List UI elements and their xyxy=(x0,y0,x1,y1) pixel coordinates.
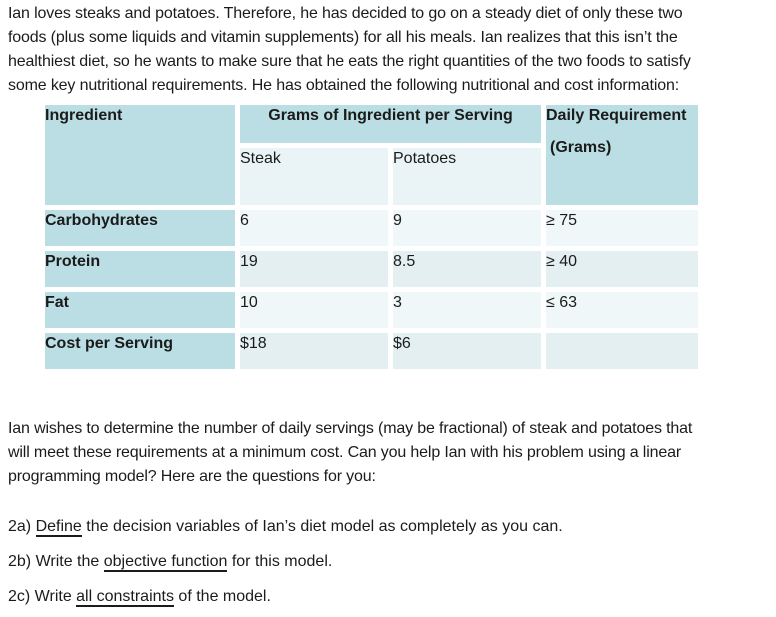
row-label: Fat xyxy=(45,292,235,328)
row-label: Carbohydrates xyxy=(45,210,235,246)
question-2b: 2b) Write the objective function for thi… xyxy=(8,550,776,574)
problem-paragraph: Ian wishes to determine the number of da… xyxy=(0,415,776,489)
intro-line: foods (plus some liquids and vitamin sup… xyxy=(8,29,678,46)
header-cell-daily-requirement: Daily Requirement (Grams) xyxy=(546,105,698,205)
potatoes-value: 8.5 xyxy=(393,251,541,287)
daily-requirement-unit: (Grams) xyxy=(550,139,612,156)
header-cell-ingredient: Ingredient xyxy=(45,105,235,205)
intro-paragraph: Ian loves steaks and potatoes. Therefore… xyxy=(0,0,776,98)
daily-requirement-label: Daily Requirement xyxy=(546,107,687,124)
requirement-value xyxy=(546,333,698,369)
steak-value: 6 xyxy=(240,210,388,246)
potatoes-value: 9 xyxy=(393,210,541,246)
table-row-fat: Fat 10 3 ≤ 63 xyxy=(45,292,698,328)
steak-value: 19 xyxy=(240,251,388,287)
table-row-cost-per-serving: Cost per Serving $18 $6 xyxy=(45,333,698,369)
question-prefix: 2a) xyxy=(8,518,36,535)
question-suffix: the decision variables of Ian’s diet mod… xyxy=(81,518,563,535)
question-underlined-term: objective function xyxy=(103,553,228,572)
question-2a: 2a) Define the decision variables of Ian… xyxy=(8,515,776,539)
requirement-value: ≥ 40 xyxy=(546,251,698,287)
table-row-carbohydrates: Carbohydrates 6 9 ≥ 75 xyxy=(45,210,698,246)
table-row-protein: Protein 19 8.5 ≥ 40 xyxy=(45,251,698,287)
question-underlined-term: Define xyxy=(35,518,82,537)
problem-line: programming model? Here are the question… xyxy=(8,468,376,485)
potatoes-value: $6 xyxy=(393,333,541,369)
problem-line: Ian wishes to determine the number of da… xyxy=(8,420,693,437)
intro-line: some key nutritional requirements. He ha… xyxy=(8,77,680,94)
problem-line: will meet these requirements at a minimu… xyxy=(8,444,682,461)
question-prefix: 2b) Write the xyxy=(8,553,104,570)
nutrition-cost-table: Ingredient Grams of Ingredient per Servi… xyxy=(40,100,703,374)
question-suffix: of the model. xyxy=(173,588,271,605)
header-cell-grams-per-serving: Grams of Ingredient per Serving xyxy=(240,105,541,143)
question-underlined-term: all constraints xyxy=(76,588,174,607)
header-cell-potatoes: Potatoes xyxy=(393,148,541,205)
row-label: Cost per Serving xyxy=(45,333,235,369)
requirement-value: ≤ 63 xyxy=(546,292,698,328)
row-label: Protein xyxy=(45,251,235,287)
steak-value: 10 xyxy=(240,292,388,328)
requirement-value: ≥ 75 xyxy=(546,210,698,246)
intro-line: healthiest diet, so he wants to make sur… xyxy=(8,53,691,70)
potatoes-value: 3 xyxy=(393,292,541,328)
question-suffix: for this model. xyxy=(227,553,333,570)
steak-value: $18 xyxy=(240,333,388,369)
question-2c: 2c) Write all constraints of the model. xyxy=(8,585,776,609)
intro-line: Ian loves steaks and potatoes. Therefore… xyxy=(8,5,683,22)
header-cell-steak: Steak xyxy=(240,148,388,205)
question-prefix: 2c) Write xyxy=(8,588,77,605)
